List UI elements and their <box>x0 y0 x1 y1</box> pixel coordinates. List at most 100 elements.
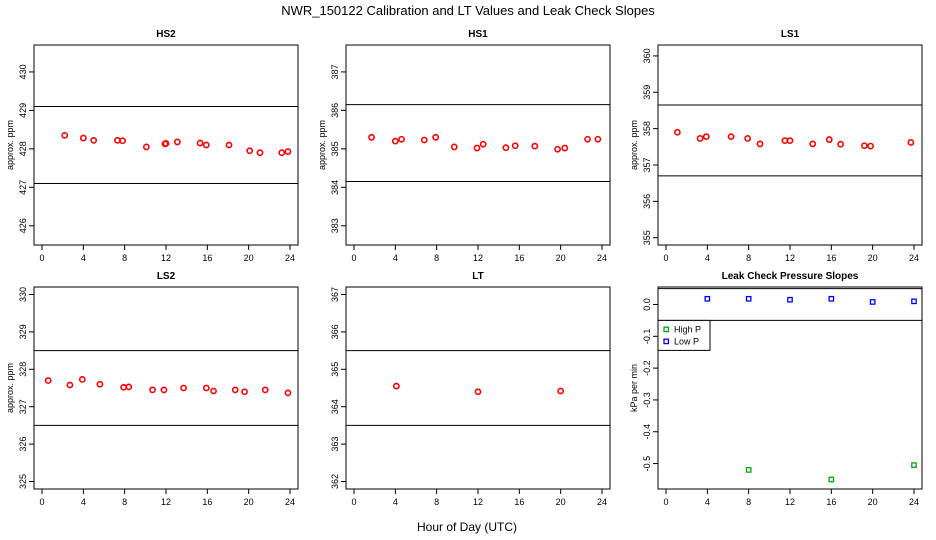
x-tick-label: 4 <box>81 497 86 507</box>
data-point <box>502 144 510 152</box>
data-point <box>231 386 239 394</box>
y-tick-label: 357 <box>642 157 652 172</box>
data-point-low-p <box>911 298 917 305</box>
data-point <box>284 389 292 397</box>
data-point-high-p <box>745 467 752 473</box>
y-axis-label: approx. ppm <box>5 120 15 170</box>
y-tick-label: -0.2 <box>642 360 652 376</box>
figure-title: NWR_150122 Calibration and LT Values and… <box>281 3 655 18</box>
legend-marker <box>663 338 670 345</box>
data-point <box>180 384 187 392</box>
panel-title: HS1 <box>468 29 488 40</box>
data-point <box>479 140 487 148</box>
x-tick-label: 4 <box>393 497 398 507</box>
plot-frame <box>657 286 923 490</box>
y-axis-label: approx. ppm <box>317 120 327 170</box>
y-tick-label: 330 <box>18 287 28 302</box>
x-tick-label: 8 <box>746 497 751 507</box>
x-tick-label: 4 <box>393 253 398 263</box>
data-point-high-p <box>828 476 835 483</box>
data-point <box>420 136 428 144</box>
data-point <box>119 137 126 145</box>
y-tick-label: 328 <box>18 362 28 377</box>
data-point <box>837 140 845 148</box>
data-point <box>173 138 181 146</box>
y-tick-label: 428 <box>18 141 28 156</box>
y-tick-label: 385 <box>330 141 340 156</box>
x-tick-label: 16 <box>514 497 524 507</box>
data-point <box>825 136 833 143</box>
data-point <box>391 137 399 145</box>
data-point-low-p <box>787 296 793 303</box>
data-point <box>398 135 405 143</box>
x-tick-label: 0 <box>39 253 44 263</box>
y-tick-label: 325 <box>18 474 28 489</box>
data-point <box>867 142 874 150</box>
data-point <box>531 142 539 150</box>
x-tick-label: 24 <box>597 253 607 263</box>
data-point <box>861 142 868 150</box>
plot-frame <box>657 44 923 246</box>
panel-title: LS1 <box>781 29 800 40</box>
data-point <box>196 139 204 147</box>
data-point <box>727 133 735 141</box>
x-tick-label: 16 <box>826 497 836 507</box>
data-point <box>696 135 704 142</box>
data-point <box>284 148 292 155</box>
x-tick-label: 0 <box>39 497 44 507</box>
x-tick-label: 0 <box>663 497 668 507</box>
x-tick-label: 12 <box>161 497 171 507</box>
data-point <box>210 387 217 395</box>
data-point-low-p <box>704 295 711 302</box>
data-point <box>584 135 591 143</box>
y-tick-label: 356 <box>642 194 652 209</box>
y-tick-label: -0.4 <box>642 424 652 440</box>
x-tick-label: 24 <box>285 497 295 507</box>
x-tick-label: 8 <box>122 253 127 263</box>
x-tick-label: 24 <box>909 497 919 507</box>
y-tick-label: 326 <box>18 437 28 452</box>
x-tick-label: 4 <box>705 253 710 263</box>
plot-frame <box>345 286 611 490</box>
data-point <box>246 147 254 155</box>
data-point <box>557 387 565 395</box>
data-point <box>561 144 569 152</box>
panel-hs2: HS2 0 4 8 12 16 20 24 426 427 428 429 430 approx. ppm <box>5 29 299 263</box>
x-tick-label: 0 <box>663 253 668 263</box>
x-axis-label: Hour of Day (UTC) <box>417 520 517 534</box>
data-point <box>225 141 233 149</box>
data-point <box>162 140 170 147</box>
data-point <box>450 143 458 151</box>
data-point <box>594 135 602 143</box>
x-tick-label: 8 <box>434 253 439 263</box>
data-point <box>744 135 752 142</box>
data-point <box>241 388 248 396</box>
y-axis-label: approx. ppm <box>5 363 15 413</box>
data-point <box>61 131 69 139</box>
data-point <box>202 384 210 392</box>
panel-title: Leak Check Pressure Slopes <box>722 271 859 282</box>
y-tick-label: 364 <box>330 399 340 414</box>
data-point <box>66 381 74 389</box>
x-tick-label: 12 <box>785 497 795 507</box>
data-point <box>392 382 400 390</box>
data-point <box>78 375 86 383</box>
x-tick-label: 16 <box>514 253 524 263</box>
x-tick-label: 20 <box>244 497 254 507</box>
data-point <box>756 140 764 148</box>
x-tick-label: 24 <box>285 253 295 263</box>
data-point-low-p <box>828 295 835 302</box>
data-point <box>256 149 264 157</box>
y-tick-label: 386 <box>330 103 340 118</box>
legend-label: High P <box>674 324 701 334</box>
legend: High P Low P <box>657 319 711 351</box>
panel-title: HS2 <box>156 29 176 40</box>
y-tick-label: 387 <box>330 64 340 79</box>
y-tick-label: 360 <box>642 48 652 63</box>
x-tick-label: 12 <box>473 497 483 507</box>
x-tick-label: 16 <box>826 253 836 263</box>
y-tick-label: 329 <box>18 324 28 339</box>
y-tick-label: 427 <box>18 180 28 195</box>
y-tick-label: 430 <box>18 64 28 79</box>
